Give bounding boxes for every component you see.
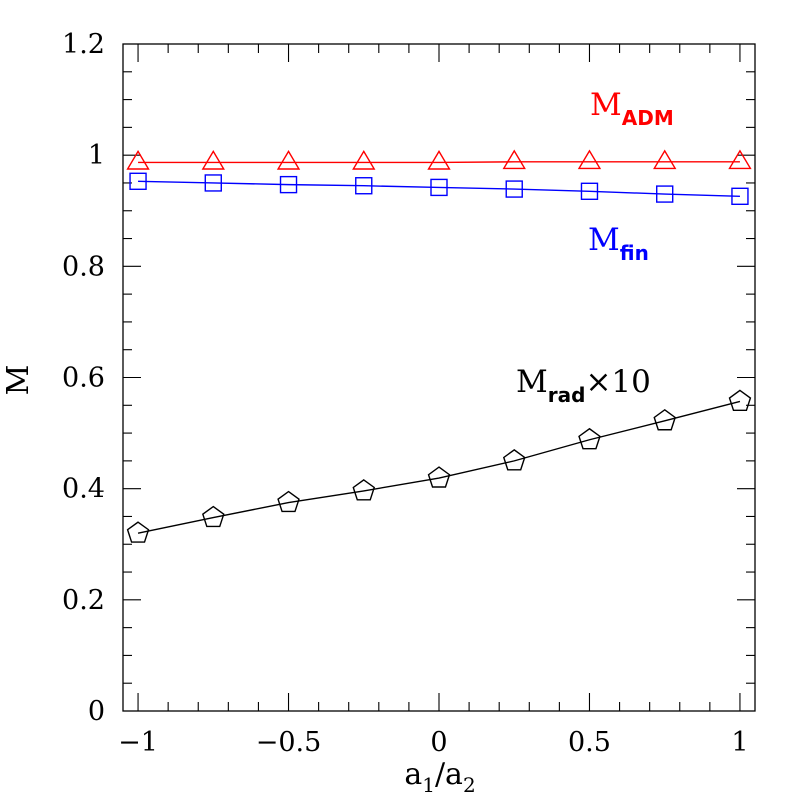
series-label-rad-sub: rad [548,383,586,407]
series-label-adm-main: M [590,87,622,123]
plot-frame [122,43,756,712]
data-point-rad [126,521,150,543]
data-point-rad [352,479,376,501]
data-point-adm [653,149,677,170]
x-tick-label: −1 [118,727,158,758]
series-label-adm: MADM [590,87,674,130]
data-point-fin [204,174,222,192]
series-adm [126,149,752,170]
data-point-adm [577,149,602,170]
x-axis-label-slash: /a [435,757,463,792]
series-line-rad [137,400,741,534]
data-point-fin [355,177,373,195]
data-point-adm [502,149,526,170]
data-point-fin [656,185,674,203]
data-point-adm [427,150,451,170]
series-label-fin-sub: fin [620,241,649,265]
series-line-fin [138,180,740,197]
series-fin [129,172,749,205]
data-point-rad [728,389,752,412]
data-point-rad [427,466,451,488]
y-tick-label: 0 [88,696,105,727]
y-tick-label: 0.4 [62,474,105,505]
series-line-adm [138,161,740,164]
series-rad [126,389,752,543]
data-point-rad [653,408,676,431]
x-axis-label-sub1: 1 [422,773,435,797]
y-tick-label: 1 [88,140,105,171]
data-point-fin [279,175,298,194]
data-point-rad [502,449,526,471]
x-tick-label: 0 [430,727,447,758]
series-layer [126,149,752,543]
data-point-fin [731,187,749,205]
x-axis-label-a: a [404,757,422,792]
x-axis-label: a1/a2 [404,757,475,797]
series-label-rad-suffix: ×10 [585,364,650,400]
data-point-fin [505,180,523,198]
y-axis-label: M [1,365,36,396]
y-tick-label: 1.2 [62,29,105,60]
plot-border [122,43,756,712]
series-label-rad: Mrad×10 [516,364,651,407]
data-point-fin [129,172,147,190]
data-point-adm [126,150,150,170]
y-tick-label: 0.8 [62,251,105,282]
tick-labels: −1 −0.5 0 0.5 1 0 0.2 0.4 0.6 0.8 1 1.2 [62,29,748,758]
data-point-fin [580,182,599,200]
x-tick-label: 0.5 [568,727,611,758]
data-point-adm [352,150,376,170]
y-tick-label: 0.2 [62,585,105,616]
data-point-rad [578,427,601,450]
data-point-rad [202,505,225,528]
series-label-adm-sub: ADM [622,106,674,130]
data-point-fin [430,178,448,197]
axis-ticks [123,43,755,712]
x-tick-label: 1 [731,727,748,758]
x-tick-label: −0.5 [256,727,322,758]
series-label-fin-main: M [588,222,620,258]
series-label-rad-main: M [516,364,548,400]
x-axis-label-sub2: 2 [463,773,476,797]
y-tick-label: 0.6 [62,363,105,394]
data-point-adm [201,150,225,170]
data-point-adm [276,150,301,170]
series-label-fin: Mfin [588,222,649,265]
data-point-adm [728,149,752,170]
data-point-rad [277,490,300,513]
